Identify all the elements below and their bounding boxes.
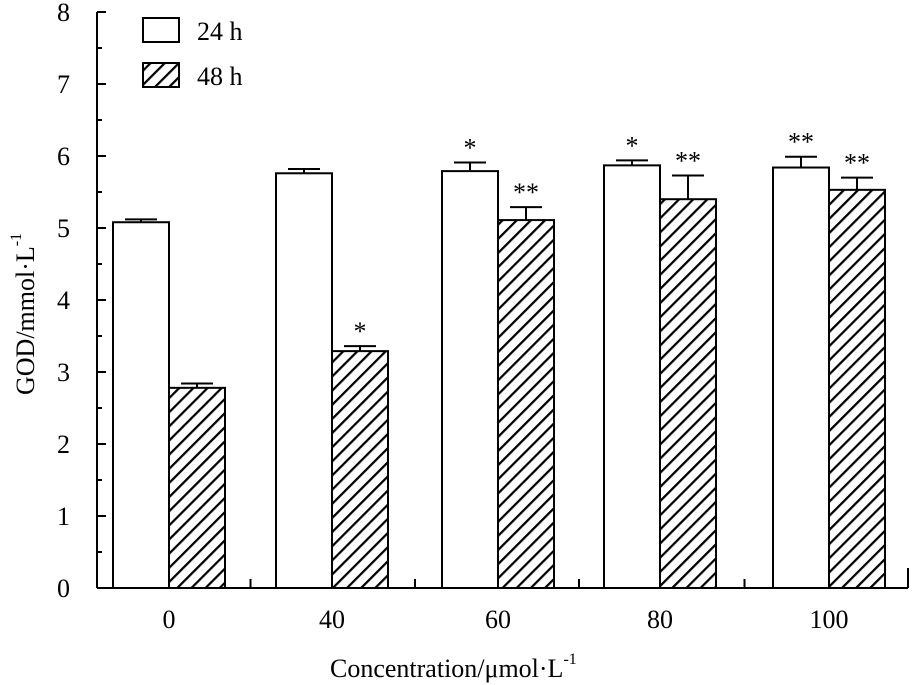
y-tick-label: 2: [57, 430, 70, 459]
significance-24h-100: **: [788, 128, 814, 157]
bar-48h-80: [659, 198, 717, 589]
x-tick-label-80: 80: [647, 605, 673, 634]
bar-48h-40: [331, 350, 389, 589]
x-tick-label-100: 100: [810, 605, 849, 634]
legend-label-24h: 24 h: [197, 17, 243, 46]
significance-24h-80: *: [626, 131, 639, 160]
y-axis-title-superscript: -1: [8, 233, 25, 246]
significance-48h-40: *: [354, 317, 367, 346]
significance-layer: * * ******* **: [354, 128, 871, 346]
y-axis-title: GOD/mmol·L-1: [8, 233, 40, 395]
y-tick-label: 6: [57, 142, 70, 171]
bar-24h-40: [275, 172, 333, 589]
significance-48h-60: **: [513, 178, 539, 207]
bar-48h-60: [497, 219, 555, 590]
significance-48h-80: **: [675, 146, 701, 175]
x-axis-title-text: Concentration/μmol·L: [330, 654, 563, 683]
bar-24h-100: [772, 166, 830, 590]
significance-48h-100: **: [844, 149, 870, 178]
x-axis-title: Concentration/μmol·L-1: [330, 651, 577, 683]
bar-24h-60: [441, 170, 499, 589]
x-tick-label-0: 0: [163, 605, 176, 634]
significance-24h-60: *: [464, 133, 477, 162]
y-tick-label: 7: [57, 70, 70, 99]
legend-swatch-24h: [142, 17, 180, 43]
x-tick-label-40: 40: [319, 605, 345, 634]
bar-48h-100: [828, 188, 886, 589]
y-tick-label: 1: [57, 502, 70, 531]
y-axis-title-text: GOD/mmol·L: [11, 246, 40, 395]
bar-24h-0: [112, 221, 170, 590]
x-axis-title-superscript: -1: [563, 651, 576, 668]
error-bars-layer: [125, 155, 873, 388]
y-tick-label: 3: [57, 358, 70, 387]
bars-layer: [112, 164, 886, 590]
axes-layer: [96, 11, 909, 589]
legend-swatch-48h: [142, 62, 180, 88]
y-tick-label: 4: [57, 286, 70, 315]
bar-24h-80: [603, 164, 661, 590]
y-tick-label: 0: [57, 574, 70, 603]
y-tick-label: 8: [57, 0, 70, 27]
legend-label-48h: 48 h: [197, 62, 243, 91]
legend: 24 h 48 h: [142, 17, 243, 91]
y-tick-label: 5: [57, 214, 70, 243]
x-tick-label-60: 60: [485, 605, 511, 634]
bar-48h-0: [168, 386, 226, 589]
